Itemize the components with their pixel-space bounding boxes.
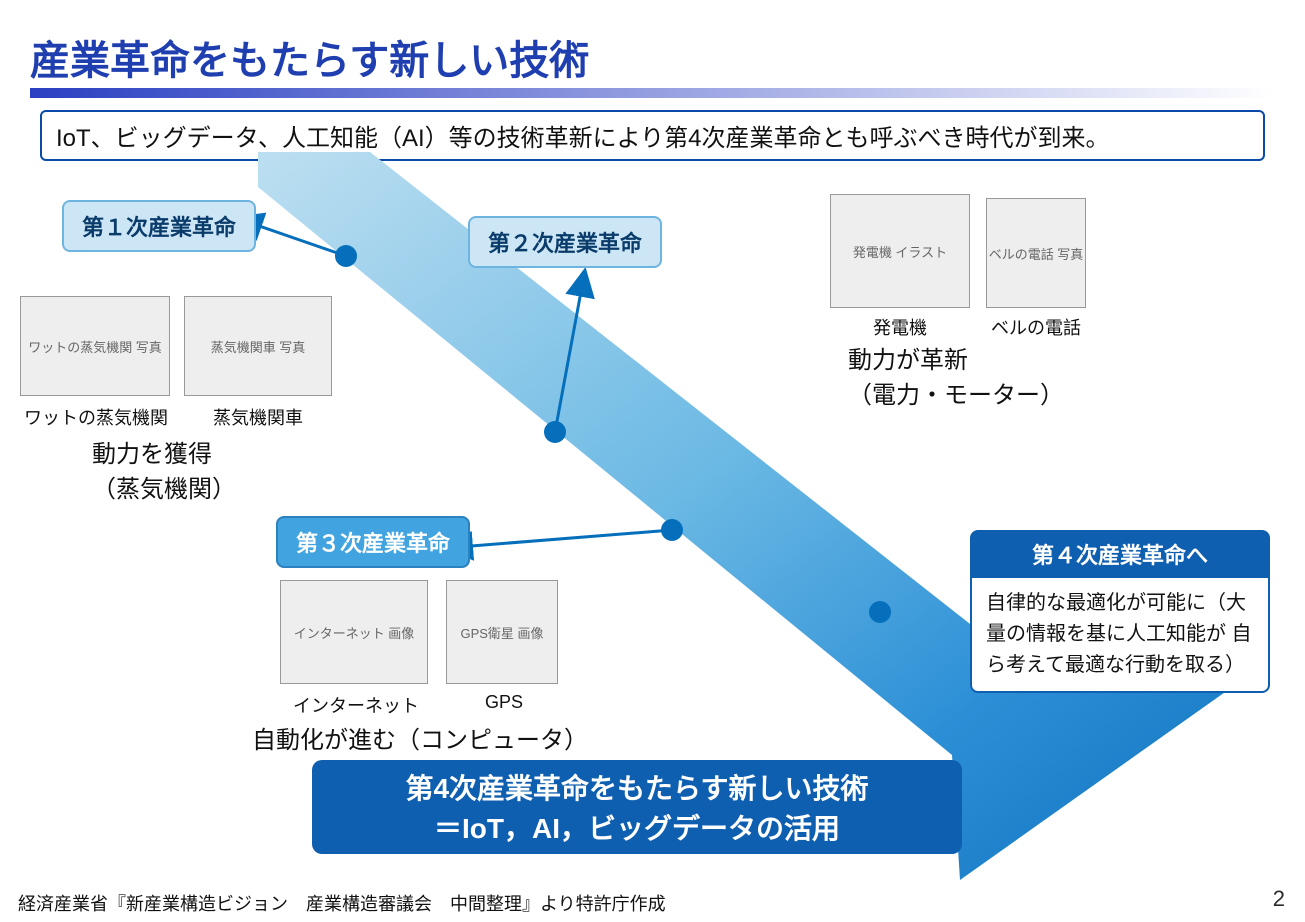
title-underline [30, 88, 1275, 98]
slide-root: 産業革命をもたらす新しい技術 IoT、ビッグデータ、人工知能（AI）等の技術革新… [0, 0, 1305, 922]
r3-image-0: インターネット 画像 [280, 580, 428, 684]
r1-image-1: 蒸気機関車 写真 [184, 296, 332, 396]
rev2-label-text: 第２次産業革命 [488, 231, 642, 256]
r1-caption-0: ワットの蒸気機関 [14, 404, 178, 430]
r1-caption-1: 蒸気機関車 [198, 404, 318, 430]
rev1-label: 第１次産業革命 [62, 200, 256, 252]
source-footnote: 経済産業省『新産業構造ビジョン 産業構造審議会 中間整理』より特許庁作成 [18, 890, 666, 916]
rev4-box: 第４次産業革命へ 自律的な最適化が可能に（大量の情報を基に人工知能が 自ら考えて… [970, 530, 1270, 693]
r2-image-1: ベルの電話 写真 [986, 198, 1086, 308]
rev3-label: 第３次産業革命 [276, 516, 470, 568]
r3-caption-1: GPS [464, 692, 544, 713]
page-number: 2 [1273, 886, 1285, 912]
rev4-body: 自律的な最適化が可能に（大量の情報を基に人工知能が 自ら考えて最適な行動を取る） [970, 578, 1270, 693]
bottom-banner: 第4次産業革命をもたらす新しい技術 ＝IoT，AI，ビッグデータの活用 [312, 760, 962, 854]
r3-caption-0: インターネット [286, 692, 426, 718]
rev1-description: 動力を獲得（蒸気機関） [92, 438, 236, 508]
slide-title: 産業革命をもたらす新しい技術 [30, 28, 589, 86]
subtitle-text: IoT、ビッグデータ、人工知能（AI）等の技術革新により第4次産業革命とも呼ぶべ… [56, 125, 1110, 152]
rev4-body-text: 自律的な最適化が可能に（大量の情報を基に人工知能が 自ら考えて最適な行動を取る） [986, 592, 1252, 676]
rev4-head: 第４次産業革命へ [970, 530, 1270, 578]
r2-caption-1: ベルの電話 [972, 314, 1100, 340]
rev4-head-text: 第４次産業革命へ [1032, 543, 1208, 568]
bottom-banner-line2: ＝IoT，AI，ビッグデータの活用 [312, 807, 962, 847]
rev3-description: 自動化が進む（コンピュータ） [252, 724, 588, 759]
subtitle-box: IoT、ビッグデータ、人工知能（AI）等の技術革新により第4次産業革命とも呼ぶべ… [40, 110, 1265, 161]
bottom-banner-line1: 第4次産業革命をもたらす新しい技術 [312, 767, 962, 807]
rev3-label-text: 第３次産業革命 [296, 531, 450, 556]
rev2-description: 動力が革新（電力・モーター） [848, 344, 1064, 414]
rev2-label: 第２次産業革命 [468, 216, 662, 268]
r3-image-1: GPS衛星 画像 [446, 580, 558, 684]
r1-image-0: ワットの蒸気機関 写真 [20, 296, 170, 396]
rev1-label-text: 第１次産業革命 [82, 215, 236, 240]
r2-image-0: 発電機 イラスト [830, 194, 970, 308]
r2-caption-0: 発電機 [850, 314, 950, 340]
